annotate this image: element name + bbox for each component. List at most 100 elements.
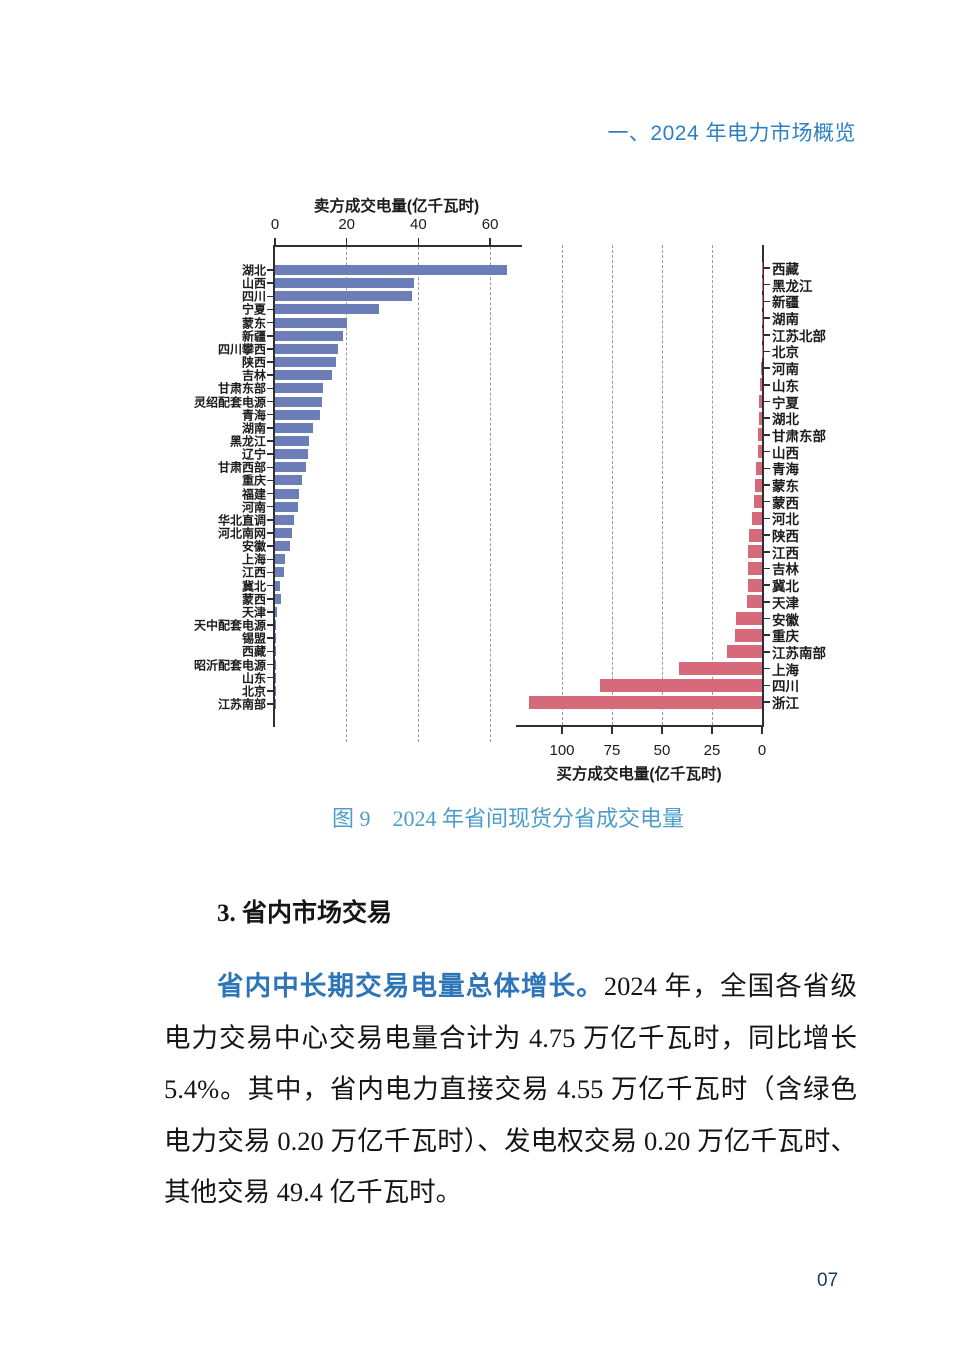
gridline xyxy=(417,247,419,742)
buyer-volume-plot: 100 75 50 25 0 西藏 黑龙江 新疆 湖南 江苏北部 北京 河南 山东 宁夏 湖北 甘肃东部 山西青… xyxy=(516,245,826,759)
category-tick xyxy=(267,387,273,390)
seller-axis-title: 卖方成交电量(亿千瓦时) xyxy=(313,198,480,215)
category-label: 宁夏 xyxy=(241,302,266,317)
category-label: 新疆 xyxy=(241,329,266,344)
value-axis-tick xyxy=(611,727,613,734)
category-tick xyxy=(267,690,273,692)
category-label: 湖北 xyxy=(241,263,266,278)
gridline xyxy=(346,247,348,742)
paragraph-line-4: 电力交易 0.20 万亿千瓦时）、发电权交易 0.20 万亿千瓦时、 xyxy=(164,1125,857,1156)
category-label: 陕西 xyxy=(772,529,799,545)
category-tick xyxy=(764,601,770,603)
category-tick xyxy=(764,500,770,503)
category-label: 山东 xyxy=(772,378,799,394)
category-label: 甘肃东部 xyxy=(772,428,826,444)
category-tick xyxy=(764,551,770,553)
category-label: 四川 xyxy=(241,289,266,304)
category-label: 江苏南部 xyxy=(772,645,826,661)
bar xyxy=(752,511,762,525)
bar xyxy=(275,422,314,433)
bar xyxy=(275,330,344,341)
category-tick xyxy=(764,651,770,653)
category-label: 四川 xyxy=(772,679,799,695)
bar xyxy=(275,265,508,275)
paragraph-line-5: 其他交易 49.4 亿千瓦时。 xyxy=(164,1177,463,1207)
category-tick xyxy=(267,361,273,363)
category-label: 吉林 xyxy=(241,368,266,383)
bar xyxy=(736,612,762,626)
category-label: 山东 xyxy=(241,671,266,686)
category-tick xyxy=(267,400,273,403)
category-label: 江西 xyxy=(772,545,799,561)
category-tick xyxy=(267,505,273,508)
bar xyxy=(758,411,762,425)
value-axis-tick xyxy=(561,727,563,734)
category-tick xyxy=(267,532,273,534)
paragraph-line-1-rest: 2024 年，全国各省级 xyxy=(603,971,858,1001)
category-label: 重庆 xyxy=(772,629,799,645)
value-axis-tick-label: 0 xyxy=(270,216,280,233)
value-axis-tick xyxy=(661,727,663,734)
bar xyxy=(275,317,348,328)
category-label: 北京 xyxy=(241,684,266,699)
gridline xyxy=(561,245,563,725)
paragraph-line-3: 5.4%。其中，省内电力直接交易 4.55 万亿千瓦时（含绿色 xyxy=(164,1074,857,1104)
category-label: 冀北 xyxy=(772,579,799,595)
value-axis-tick-label: 50 xyxy=(653,742,671,759)
category-tick xyxy=(764,634,770,636)
category-label: 西藏 xyxy=(772,262,799,277)
category-label: 北京 xyxy=(772,345,799,361)
bar xyxy=(275,343,339,354)
category-label: 天津 xyxy=(241,605,266,620)
bar xyxy=(275,567,284,578)
category-tick xyxy=(267,703,273,705)
category-tick xyxy=(267,413,273,416)
bar xyxy=(275,514,294,525)
category-label: 吉林 xyxy=(772,562,799,578)
category-label: 青海 xyxy=(772,462,799,478)
value-axis-tick-label: 25 xyxy=(703,742,721,759)
category-tick xyxy=(267,558,273,561)
bar xyxy=(275,396,323,407)
bar xyxy=(275,580,281,591)
paragraph-highlight: 省内中长期交易电量总体增长。 xyxy=(217,971,604,1001)
bar xyxy=(727,645,762,659)
bar xyxy=(275,370,332,381)
bar xyxy=(275,462,306,473)
value-axis-tick xyxy=(345,238,348,245)
gridline xyxy=(711,245,713,725)
category-label: 蒙西 xyxy=(241,592,266,607)
gridline xyxy=(611,245,613,725)
category-label: 昭沂配套电源 xyxy=(193,658,266,673)
category-label: 天中配套电源 xyxy=(193,618,266,633)
bar xyxy=(747,595,762,609)
gridline xyxy=(489,247,491,742)
category-label: 山西 xyxy=(241,276,266,291)
bar xyxy=(753,495,762,509)
category-tick xyxy=(764,350,770,353)
bar xyxy=(275,633,276,644)
category-label: 湖北 xyxy=(772,412,799,428)
category-tick xyxy=(267,427,273,429)
category-label: 福建 xyxy=(241,487,266,502)
category-tick xyxy=(267,453,273,455)
category-label: 新疆 xyxy=(772,295,799,311)
seller-volume-plot: 0 20 40 60 湖北 山西 四川 宁夏 蒙东 新疆 四川攀西 陕西 吉林 甘肃东部 灵绍配套电源 青海湖… xyxy=(194,216,522,742)
category-label: 宁夏 xyxy=(772,395,799,411)
category-label: 河南 xyxy=(241,500,266,515)
category-label: 湖南 xyxy=(772,312,799,328)
category-label: 陕西 xyxy=(241,355,266,370)
category-label: 黑龙江 xyxy=(229,434,266,449)
category-tick xyxy=(267,663,273,666)
category-tick xyxy=(267,624,273,626)
bar xyxy=(756,461,762,475)
category-tick xyxy=(764,534,770,536)
category-tick xyxy=(764,283,770,286)
bar xyxy=(529,695,762,709)
category-tick xyxy=(267,650,273,653)
category-label: 江苏南部 xyxy=(217,697,266,712)
category-tick xyxy=(267,676,273,679)
bar xyxy=(275,435,310,446)
running-header: 一、2024 年电力市场概览 xyxy=(607,122,856,145)
